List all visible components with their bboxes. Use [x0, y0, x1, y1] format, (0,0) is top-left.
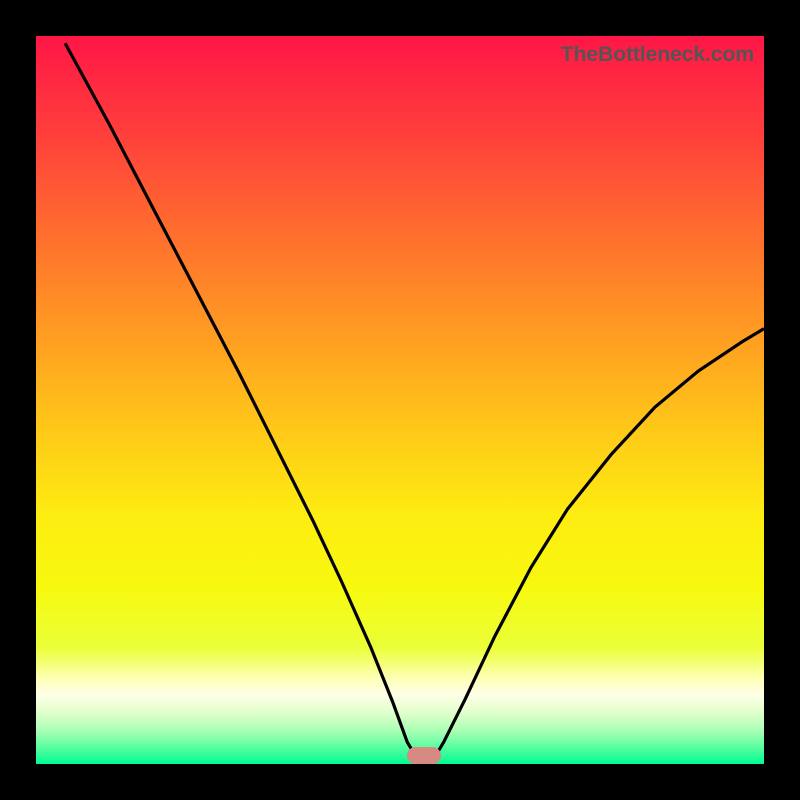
plot-area: TheBottleneck.com	[36, 36, 764, 764]
bottleneck-curve-path	[65, 43, 764, 764]
canvas-root: TheBottleneck.com	[0, 0, 800, 800]
bottleneck-curve-svg	[36, 36, 764, 764]
vertex-marker-pill	[407, 747, 440, 764]
watermark-text: TheBottleneck.com	[561, 42, 754, 67]
